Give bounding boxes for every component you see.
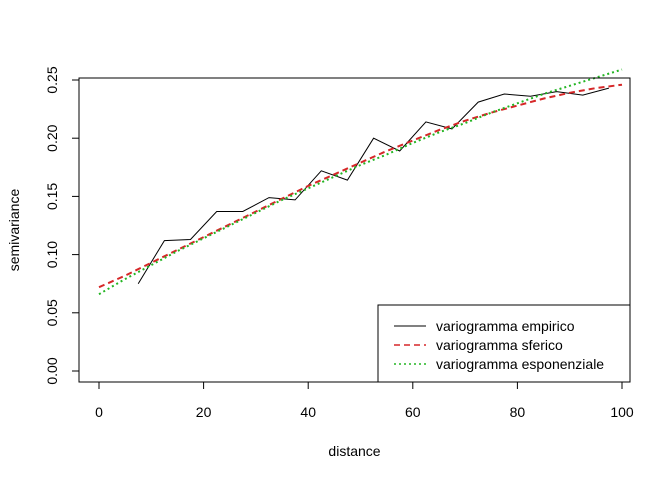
- axes-layer: 0 20 40 60 80 100 0.00 0.05 0.10 0.15 0.20 0.25: [44, 66, 634, 420]
- y-tick-label: 0.25: [44, 66, 60, 93]
- x-tick-label: 80: [510, 404, 526, 420]
- series-line-2: [98, 68, 623, 296]
- legend-label-sferico: variogramma sferico: [436, 337, 563, 353]
- y-tick-label: 0.10: [44, 241, 60, 268]
- x-tick-label: 40: [300, 404, 316, 420]
- legend: variogramma empirico variogramma sferico…: [377, 304, 631, 383]
- y-tick-label: 0.20: [44, 124, 60, 151]
- y-axis-title: semivariance: [6, 189, 22, 272]
- x-tick-label: 60: [405, 404, 421, 420]
- series-line-0: [137, 87, 610, 284]
- x-tick-label: 0: [95, 404, 103, 420]
- y-tick-label: 0.15: [44, 183, 60, 210]
- x-tick-label: 20: [196, 404, 212, 420]
- x-axis-title: distance: [328, 443, 380, 459]
- y-tick-label: 0.05: [44, 299, 60, 326]
- series-line-1: [98, 83, 623, 289]
- y-tick-label: 0.00: [44, 357, 60, 384]
- plot-layer: [98, 68, 623, 296]
- legend-box: [377, 304, 631, 383]
- legend-label-esponenziale: variogramma esponenziale: [436, 356, 604, 372]
- legend-label-empirico: variogramma empirico: [436, 318, 575, 334]
- x-tick-label: 100: [610, 404, 634, 420]
